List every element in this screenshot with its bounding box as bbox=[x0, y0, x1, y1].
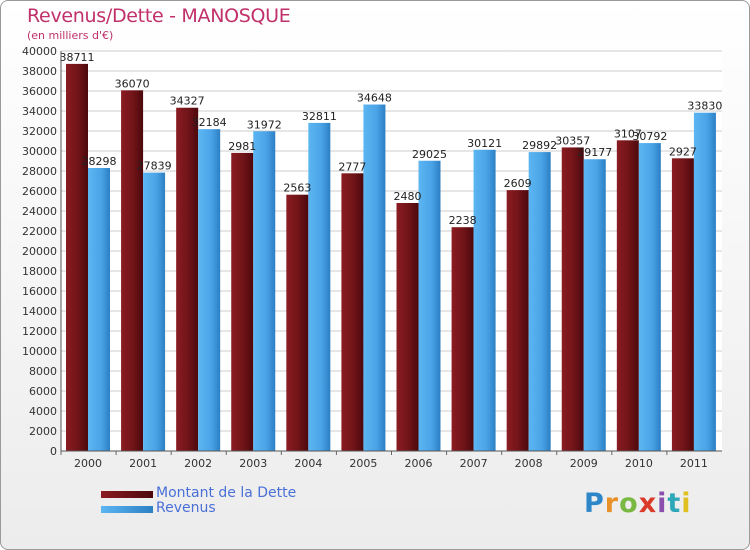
x-tick-label: 2006 bbox=[405, 457, 433, 470]
y-tick-label: 26000 bbox=[22, 185, 57, 198]
y-tick-label: 2000 bbox=[29, 425, 57, 438]
bar-revenus bbox=[418, 160, 441, 451]
y-tick-label: 40000 bbox=[22, 45, 57, 58]
bar-revenus bbox=[88, 168, 110, 451]
data-label-dette: 38711 bbox=[60, 51, 95, 64]
y-tick-label: 8000 bbox=[29, 365, 57, 378]
data-label-dette: 2927 bbox=[669, 145, 697, 158]
data-label-revenus: 29025 bbox=[412, 148, 447, 161]
y-tick-label: 16000 bbox=[22, 285, 57, 298]
legend-label-revenus: Revenus bbox=[156, 500, 216, 516]
bar-dette bbox=[506, 190, 529, 451]
data-label-dette: 2777 bbox=[338, 160, 366, 173]
bar-revenus bbox=[473, 149, 496, 452]
bar-dette bbox=[341, 173, 364, 452]
data-label-dette: 2480 bbox=[394, 190, 422, 203]
data-label-revenus: 32184 bbox=[192, 116, 227, 129]
y-tick-label: 6000 bbox=[29, 385, 57, 398]
x-tick-label: 2003 bbox=[239, 457, 267, 470]
legend-swatch-dette bbox=[101, 491, 153, 498]
x-tick-label: 2011 bbox=[680, 457, 708, 470]
data-label-revenus: 31972 bbox=[247, 118, 282, 131]
data-label-revenus: 30792 bbox=[632, 130, 667, 143]
y-tick-label: 10000 bbox=[22, 345, 57, 358]
y-tick-label: 12000 bbox=[22, 325, 57, 338]
chart-subtitle: (en milliers d'€) bbox=[27, 29, 114, 42]
y-tick-label: 22000 bbox=[22, 225, 57, 238]
bar-revenus bbox=[253, 131, 276, 451]
data-label-dette: 30357 bbox=[555, 134, 590, 147]
bar-revenus bbox=[583, 159, 606, 452]
x-tick-label: 2002 bbox=[184, 457, 212, 470]
data-label-revenus: 32811 bbox=[302, 110, 337, 123]
data-label-dette: 34327 bbox=[170, 95, 205, 108]
x-tick-label: 2007 bbox=[460, 457, 488, 470]
y-tick-label: 0 bbox=[50, 445, 57, 458]
bar-dette bbox=[121, 90, 144, 452]
y-tick-label: 14000 bbox=[22, 305, 57, 318]
bar-dette bbox=[176, 107, 199, 451]
x-tick-label: 2001 bbox=[129, 457, 157, 470]
data-label-dette: 3107 bbox=[614, 127, 642, 140]
y-tick-label: 38000 bbox=[22, 65, 57, 78]
y-tick-label: 24000 bbox=[22, 205, 57, 218]
data-label-revenus: 30121 bbox=[467, 137, 502, 150]
x-tick-label: 2008 bbox=[515, 457, 543, 470]
bar-dette bbox=[561, 147, 584, 451]
bar-dette bbox=[396, 203, 419, 451]
y-tick-label: 20000 bbox=[22, 245, 57, 258]
x-tick-label: 2005 bbox=[349, 457, 377, 470]
data-label-revenus: 33830 bbox=[687, 100, 722, 113]
chart-title: Revenus/Dette - MANOSQUE bbox=[27, 5, 291, 27]
proxiti-logo: Proxiti bbox=[584, 488, 692, 519]
bar-dette bbox=[66, 63, 88, 451]
data-label-revenus: 29177 bbox=[577, 146, 612, 159]
y-tick-label: 18000 bbox=[22, 265, 57, 278]
data-label-dette: 2563 bbox=[283, 182, 311, 195]
data-label-dette: 36070 bbox=[115, 77, 150, 90]
y-tick-label: 32000 bbox=[22, 125, 57, 138]
bar-revenus bbox=[143, 172, 166, 452]
data-label-revenus: 28298 bbox=[82, 155, 117, 168]
legend-label-dette: Montant de la Dette bbox=[156, 485, 297, 501]
bar-dette bbox=[451, 227, 474, 451]
x-tick-label: 2000 bbox=[74, 457, 102, 470]
y-tick-label: 4000 bbox=[29, 405, 57, 418]
x-tick-label: 2004 bbox=[294, 457, 322, 470]
data-label-dette: 2981 bbox=[228, 140, 256, 153]
y-tick-label: 34000 bbox=[22, 105, 57, 118]
data-label-dette: 2238 bbox=[449, 214, 477, 227]
data-label-revenus: 27839 bbox=[137, 160, 172, 173]
bar-revenus bbox=[693, 112, 716, 451]
legend-swatch-revenus bbox=[101, 506, 153, 513]
x-tick-label: 2010 bbox=[625, 457, 653, 470]
bar-revenus bbox=[528, 152, 551, 451]
x-tick-label: 2009 bbox=[570, 457, 598, 470]
bar-revenus bbox=[363, 104, 386, 452]
y-tick-label: 30000 bbox=[22, 145, 57, 158]
bar-dette bbox=[286, 194, 309, 451]
data-label-revenus: 34648 bbox=[357, 92, 392, 105]
y-tick-label: 28000 bbox=[22, 165, 57, 178]
data-label-dette: 2609 bbox=[504, 177, 532, 190]
y-tick-label: 36000 bbox=[22, 85, 57, 98]
bar-revenus bbox=[308, 122, 331, 451]
bar-revenus bbox=[198, 129, 221, 451]
bar-dette bbox=[616, 140, 639, 452]
bar-dette bbox=[231, 152, 254, 451]
bar-dette bbox=[671, 158, 694, 452]
bar-revenus bbox=[638, 143, 661, 451]
data-label-revenus: 29892 bbox=[522, 139, 557, 152]
